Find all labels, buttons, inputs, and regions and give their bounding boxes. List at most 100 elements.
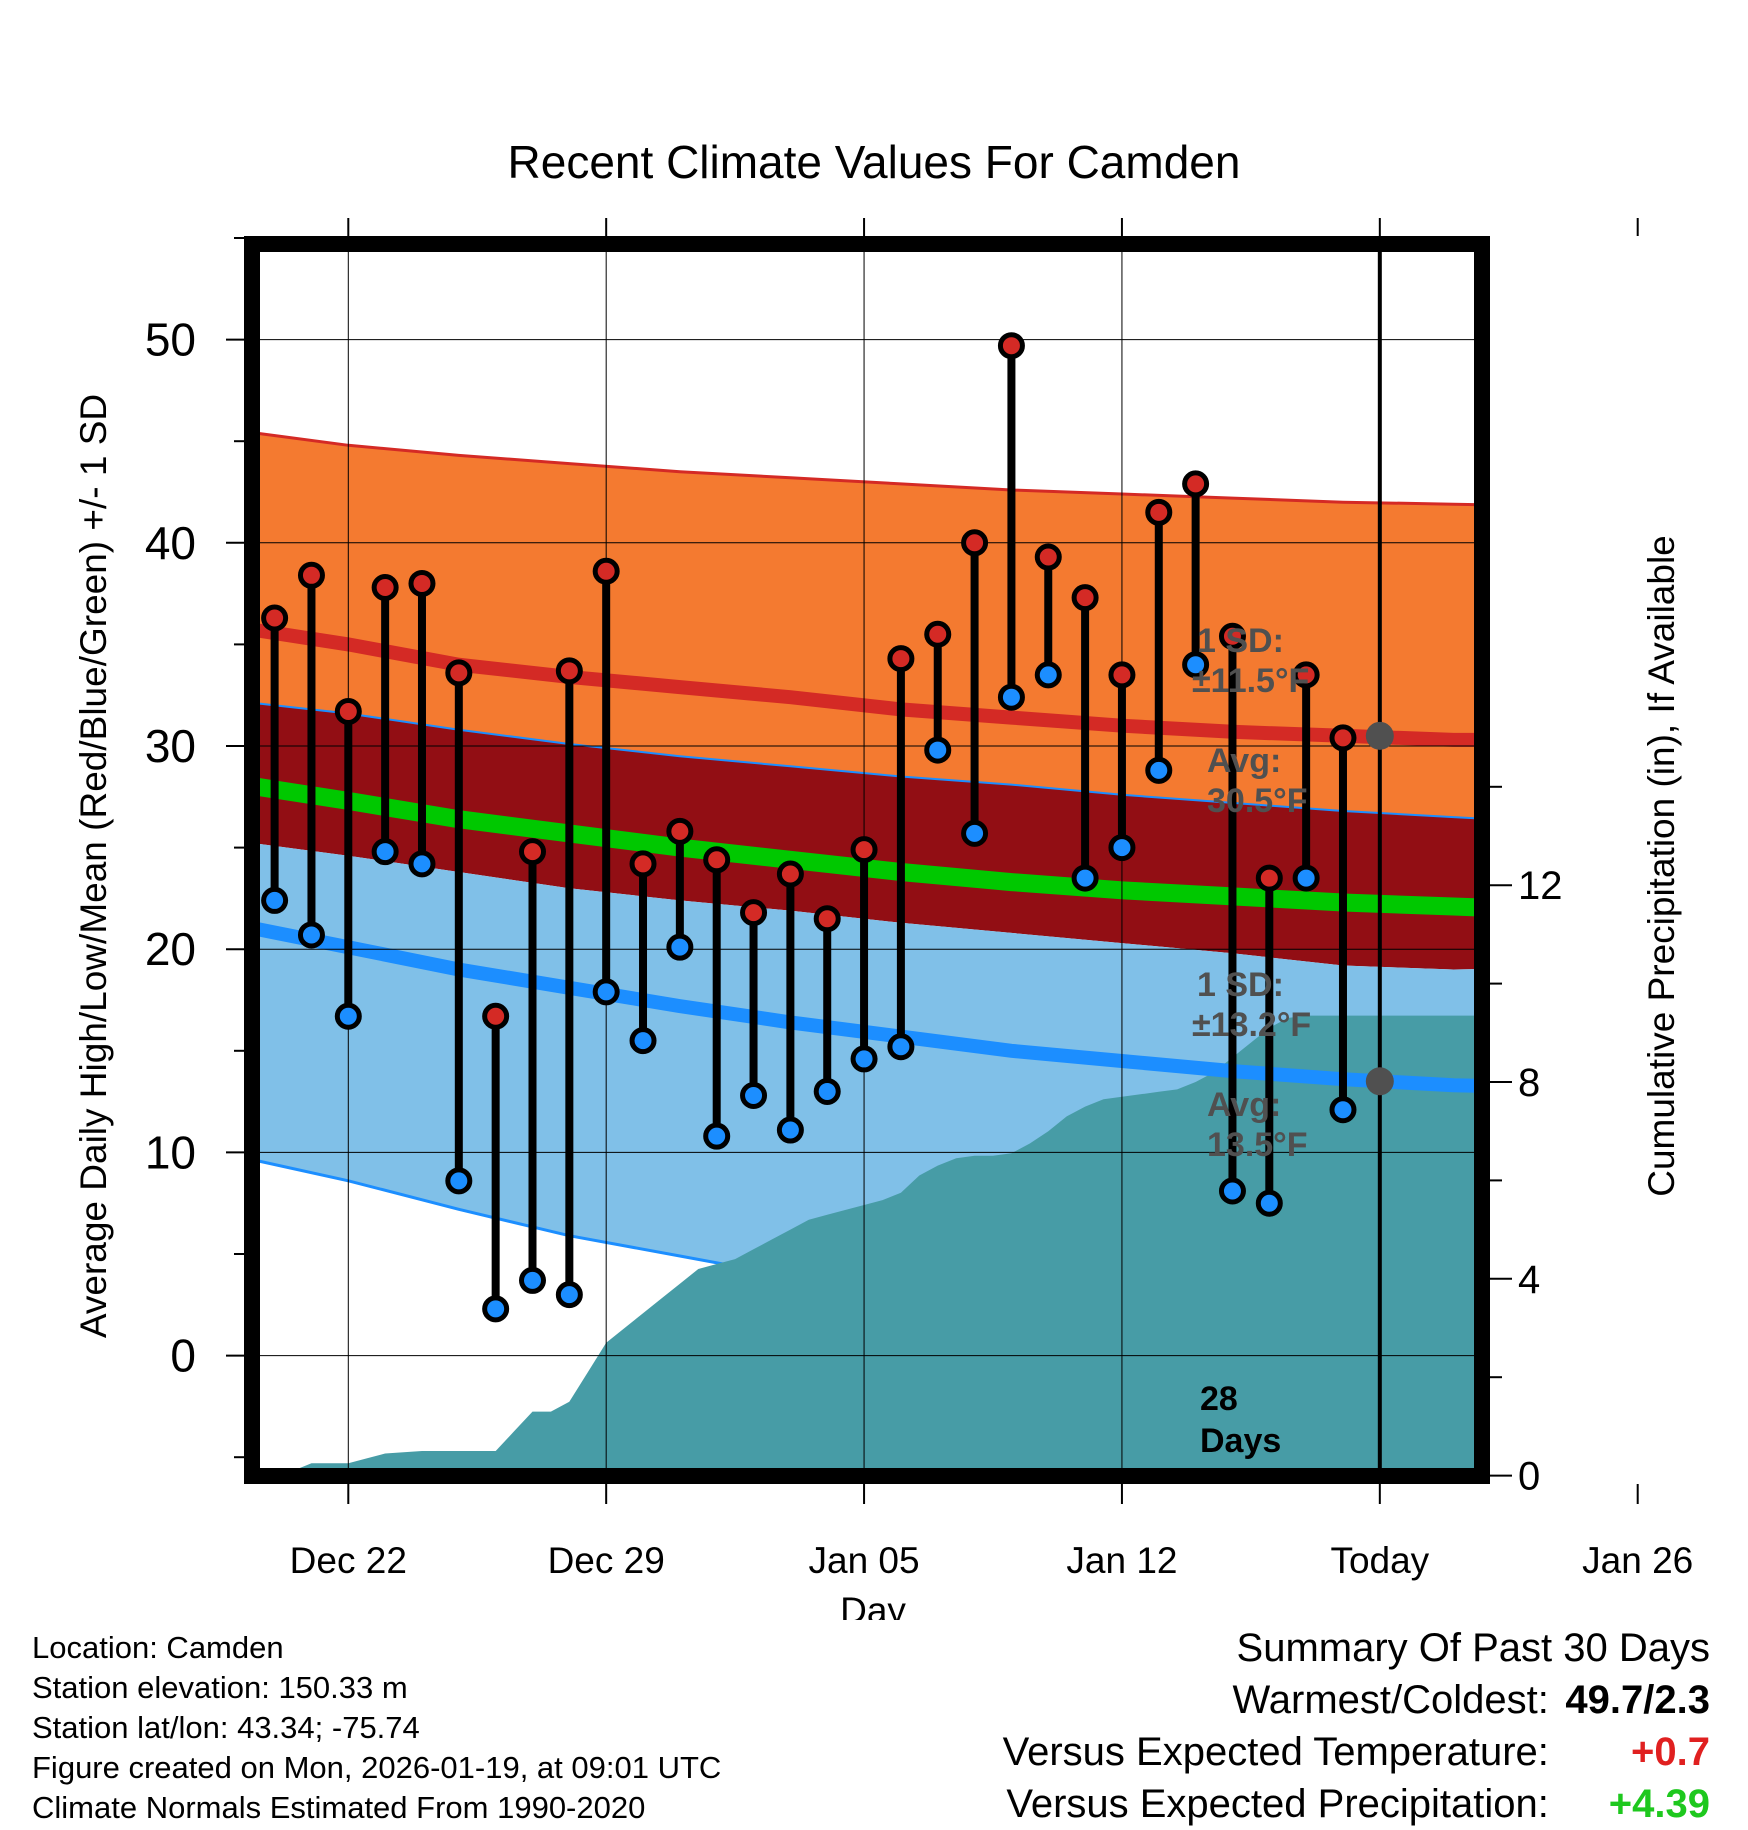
- high-point: [961, 529, 989, 557]
- y2-tick-label: 4: [1518, 1258, 1540, 1302]
- low-point: [519, 1266, 546, 1294]
- axes: Dec 22 Dec 29 Jan 05 Jan 12 Today Jan 26 0 10 20…: [145, 218, 1693, 1581]
- mean-line: [254, 777, 1482, 917]
- chart-title: Recent Climate Values For Camden: [508, 136, 1241, 188]
- summary-temp-value: +0.7: [1631, 1730, 1710, 1774]
- high-point: [924, 620, 952, 648]
- summary-temp-row: Versus Expected Temperature: +0.7: [1003, 1726, 1710, 1778]
- summary-warmest-row: Warmest/Coldest: 49.7/2.3: [1003, 1674, 1711, 1726]
- high-point: [555, 657, 583, 685]
- x-tick-label: Jan 12: [1066, 1540, 1177, 1581]
- low-avg-marker: [1365, 1067, 1394, 1096]
- low-point: [371, 838, 399, 866]
- y-axis-label: Average Daily High/Low/Mean (Red/Blue/Gr…: [73, 394, 114, 1338]
- high-point: [1034, 543, 1062, 571]
- high-sd-label: 1 SD:: [1197, 622, 1284, 660]
- high-avg-marker: [1365, 721, 1394, 750]
- x-tick-label: Jan 05: [809, 1540, 920, 1581]
- high-point: [445, 659, 473, 687]
- low-point: [1218, 1177, 1246, 1205]
- high-point: [519, 838, 546, 866]
- y-tick-label: 40: [145, 517, 196, 569]
- high-point: [997, 332, 1025, 360]
- y-tick-label: 30: [145, 720, 196, 772]
- low-point: [776, 1116, 804, 1144]
- info-location: Location: Camden: [32, 1630, 284, 1665]
- summary-precip-value: +4.39: [1608, 1782, 1710, 1826]
- x-tick-label: Today: [1330, 1540, 1429, 1581]
- info-created: Figure created on Mon, 2026-01-19, at 09…: [32, 1750, 722, 1785]
- low-point: [334, 1002, 362, 1030]
- high-point: [813, 905, 841, 933]
- high-point: [482, 1002, 510, 1030]
- high-point: [776, 860, 804, 888]
- high-point: [334, 697, 362, 725]
- x-tick-label: Dec 29: [548, 1540, 665, 1581]
- low-point: [1255, 1189, 1283, 1217]
- high-point: [1292, 661, 1320, 689]
- days-label: Days: [1200, 1422, 1281, 1460]
- low-avg-value: 13.5°F: [1207, 1126, 1308, 1164]
- low-point: [997, 683, 1025, 711]
- low-point: [445, 1167, 473, 1195]
- mean-band: [256, 703, 1482, 970]
- low-point: [740, 1082, 768, 1110]
- summary-precip-row: Versus Expected Precipitation: +4.39: [1003, 1778, 1710, 1830]
- low-point: [1071, 864, 1099, 892]
- high-point: [1255, 864, 1283, 892]
- y2-axis-label: Cumulative Precipitation (in), If Availa…: [1641, 535, 1682, 1197]
- low-avg-label: Avg:: [1207, 1086, 1281, 1124]
- precip-area: [274, 1015, 1482, 1476]
- low-point: [1034, 661, 1062, 689]
- high-point: [1182, 470, 1210, 498]
- low-point: [629, 1027, 657, 1055]
- high-point: [887, 645, 915, 673]
- low-point: [1329, 1096, 1357, 1124]
- summary-warmest-label: Warmest/Coldest:: [1232, 1678, 1549, 1722]
- low-point: [961, 819, 989, 847]
- info-latlon: Station lat/lon: 43.34; -75.74: [32, 1710, 420, 1745]
- low-point: [850, 1045, 878, 1073]
- high-point: [1145, 498, 1173, 526]
- climate-chart: Recent Climate Values For Camden 1 SD:±1…: [73, 136, 1693, 1620]
- info-normals: Climate Normals Estimated From 1990-2020: [32, 1790, 646, 1825]
- low-point: [1145, 756, 1173, 784]
- low-point: [1182, 651, 1210, 679]
- low-point: [482, 1295, 510, 1323]
- summary-title: Summary Of Past 30 Days: [1236, 1626, 1710, 1670]
- low-point: [924, 736, 952, 764]
- high-point: [1329, 724, 1357, 752]
- info-elevation: Station elevation: 150.33 m: [32, 1670, 408, 1705]
- y2-tick-label: 8: [1518, 1061, 1540, 1105]
- low-sd-label: 1 SD:: [1197, 966, 1284, 1004]
- high-point: [666, 817, 694, 845]
- high-lower-line: [256, 702, 1482, 820]
- high-point: [850, 836, 878, 864]
- summary-precip-label: Versus Expected Precipitation:: [1006, 1782, 1549, 1826]
- summary-temp-label: Versus Expected Temperature:: [1002, 1730, 1549, 1774]
- high-sd-value: ±11.5°F: [1192, 662, 1309, 700]
- y2-tick-label: 0: [1518, 1455, 1540, 1499]
- summary-panel: Summary Of Past 30 Days Warmest/Coldest:…: [1003, 1622, 1710, 1830]
- high-point: [1108, 661, 1136, 689]
- days-number: 28: [1200, 1380, 1238, 1418]
- high-avg-value: 30.5°F: [1207, 782, 1308, 820]
- low-point: [813, 1077, 841, 1105]
- low-point: [297, 921, 325, 949]
- summary-warmest-value: 49.7/2.3: [1565, 1678, 1710, 1722]
- high-point: [740, 899, 768, 927]
- y2-tick-label: 12: [1518, 864, 1563, 908]
- x-tick-label: Dec 22: [290, 1540, 407, 1581]
- high-point: [1218, 622, 1246, 650]
- high-point: [629, 850, 657, 878]
- low-point: [592, 978, 620, 1006]
- low-point: [408, 850, 436, 878]
- high-point: [261, 604, 289, 632]
- x-axis-label: Day: [840, 1590, 906, 1620]
- low-point: [1108, 834, 1136, 862]
- low-normal-line: [254, 922, 1482, 1093]
- low-point: [261, 886, 289, 914]
- y-tick-label: 50: [145, 314, 196, 366]
